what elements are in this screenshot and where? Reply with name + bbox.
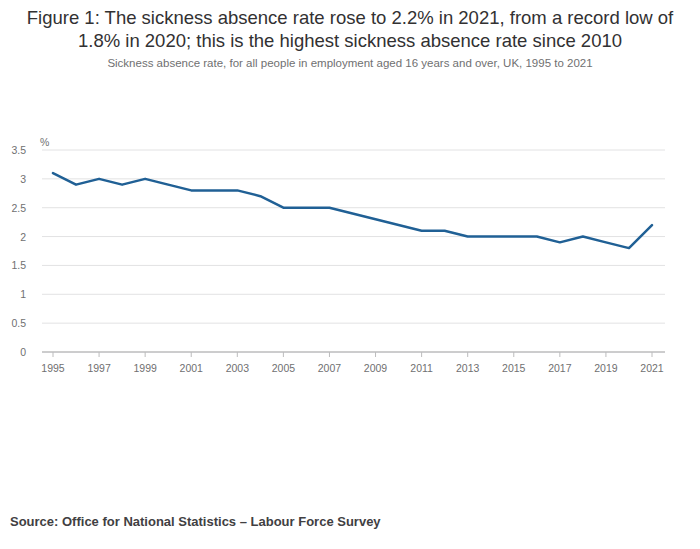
y-tick-label: 1.5 (11, 259, 26, 271)
x-tick (559, 352, 560, 357)
x-tick-label: 2005 (272, 362, 296, 374)
x-tick-label: 2013 (456, 362, 480, 374)
y-tick-label: 3 (20, 173, 26, 185)
y-tick-label: 2 (20, 231, 26, 243)
chart: 0 0.5 1 1.5 2 2.5 3 3.5% 1995 1997 1999 2001 2003 200… (0, 0, 700, 549)
grid-line (42, 207, 665, 208)
x-tick (329, 352, 330, 357)
source: Source: Office for National Statistics –… (10, 514, 381, 529)
grid-line (42, 265, 665, 266)
y-tick-label: 0.5 (11, 317, 26, 329)
x-tick (191, 352, 192, 357)
x-tick (99, 352, 100, 357)
y-tick-label: 1 (20, 288, 26, 300)
x-tick-label: 2015 (502, 362, 526, 374)
x-tick (283, 352, 284, 357)
x-tick-label: 2017 (548, 362, 572, 374)
x-tick (467, 352, 468, 357)
x-axis (42, 352, 665, 353)
grid-line (42, 178, 665, 179)
x-tick (652, 352, 653, 357)
x-tick (375, 352, 376, 357)
plot-area (53, 173, 652, 248)
subtitle: Sickness absence rate, for all people in… (10, 57, 690, 69)
x-tick-label: 1997 (87, 362, 111, 374)
line (53, 173, 652, 248)
x-tick (421, 352, 422, 357)
x-tick-label: 2003 (226, 362, 250, 374)
x-tick-label: 2019 (594, 362, 618, 374)
x-tick-label: 2001 (180, 362, 204, 374)
grid-line (42, 294, 665, 295)
y-axis-label: % (40, 136, 49, 148)
x-tick (145, 352, 146, 357)
y-axis (42, 150, 43, 352)
x-tick-label: 2021 (640, 362, 664, 374)
x-tick (605, 352, 606, 357)
title: Figure 1: The sickness absence rate rose… (10, 6, 690, 52)
grid-line (42, 236, 665, 237)
grid-line (42, 323, 665, 324)
x-tick-label: 1995 (41, 362, 65, 374)
x-tick-label: 2009 (364, 362, 388, 374)
grid-line (42, 150, 665, 151)
x-tick-label: 2007 (318, 362, 342, 374)
y-tick-label: 0 (20, 346, 26, 358)
x-tick (53, 352, 54, 357)
x-tick-label: 1999 (133, 362, 157, 374)
x-tick (237, 352, 238, 357)
x-tick-label: 2011 (410, 362, 433, 374)
y-tick-label: 2.5 (11, 202, 26, 214)
grid-line (42, 352, 665, 353)
y-tick-label: 3.5 (11, 144, 26, 156)
x-tick (513, 352, 514, 357)
